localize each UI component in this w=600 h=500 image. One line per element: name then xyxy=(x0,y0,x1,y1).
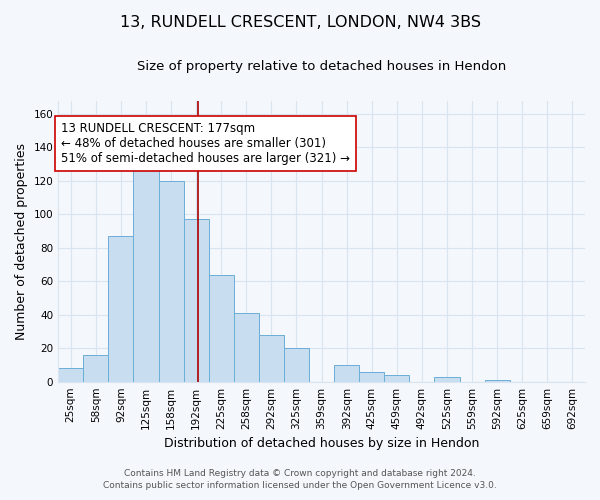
Bar xyxy=(334,365,359,382)
Bar xyxy=(83,355,109,382)
Bar xyxy=(284,348,309,382)
Bar xyxy=(385,375,409,382)
Bar xyxy=(133,169,158,382)
Bar xyxy=(485,380,510,382)
Bar xyxy=(109,236,133,382)
Bar xyxy=(158,181,184,382)
Title: Size of property relative to detached houses in Hendon: Size of property relative to detached ho… xyxy=(137,60,506,73)
Text: 13 RUNDELL CRESCENT: 177sqm
← 48% of detached houses are smaller (301)
51% of se: 13 RUNDELL CRESCENT: 177sqm ← 48% of det… xyxy=(61,122,350,166)
Bar xyxy=(58,368,83,382)
X-axis label: Distribution of detached houses by size in Hendon: Distribution of detached houses by size … xyxy=(164,437,479,450)
Y-axis label: Number of detached properties: Number of detached properties xyxy=(15,142,28,340)
Bar xyxy=(434,376,460,382)
Bar xyxy=(359,372,385,382)
Bar xyxy=(209,274,234,382)
Bar xyxy=(259,335,284,382)
Bar xyxy=(184,220,209,382)
Text: 13, RUNDELL CRESCENT, LONDON, NW4 3BS: 13, RUNDELL CRESCENT, LONDON, NW4 3BS xyxy=(119,15,481,30)
Bar xyxy=(234,313,259,382)
Text: Contains HM Land Registry data © Crown copyright and database right 2024.
Contai: Contains HM Land Registry data © Crown c… xyxy=(103,469,497,490)
